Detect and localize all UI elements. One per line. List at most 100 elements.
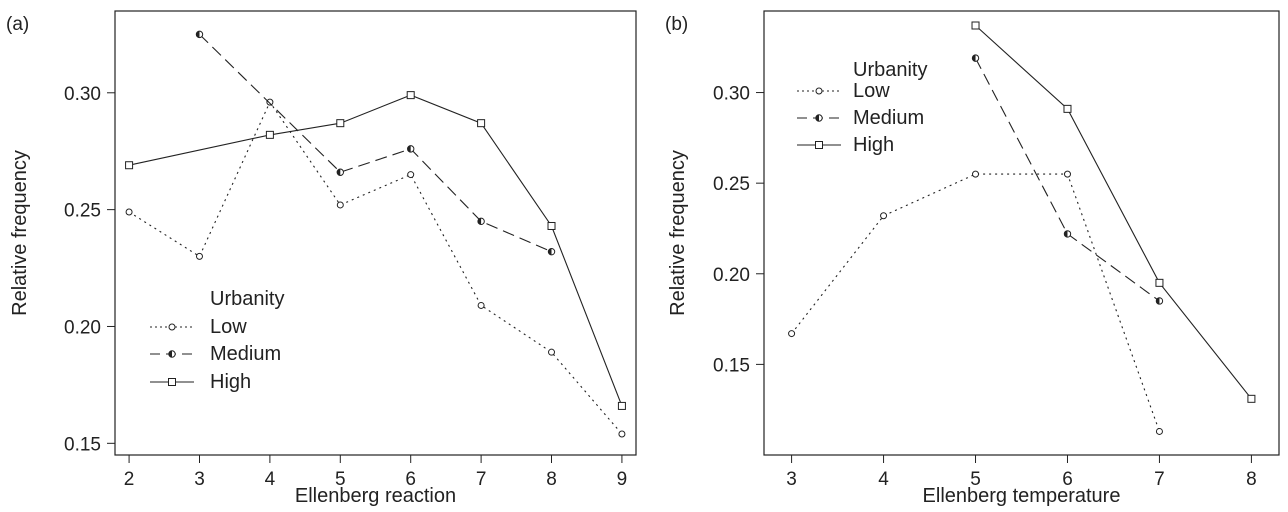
data-point-low	[336, 201, 344, 209]
data-point-medium-fill	[972, 54, 976, 62]
legend-marker-low	[815, 87, 823, 95]
y-tick-label: 0.15	[713, 355, 750, 376]
data-point-low	[407, 171, 415, 179]
legend-marker-medium-fill	[168, 350, 172, 358]
series-high	[125, 91, 626, 410]
data-point-high	[125, 161, 134, 170]
panel-label: (a)	[6, 14, 29, 35]
data-point-medium-fill	[548, 248, 552, 255]
y-axis-title: Relative frequency	[9, 150, 31, 316]
x-tick-label: 7	[476, 469, 487, 490]
series-line-high	[975, 25, 1252, 400]
series-line-low	[128, 100, 623, 435]
y-tick-label: 0.25	[64, 201, 101, 222]
panel-label: (b)	[665, 14, 688, 35]
data-point-medium	[407, 145, 415, 153]
series-line-low	[791, 173, 1160, 432]
data-point-high	[1063, 104, 1072, 113]
data-point-medium	[547, 247, 556, 256]
x-tick-label: 7	[1154, 469, 1165, 490]
x-tick-label: 5	[970, 469, 981, 490]
series-line-medium	[199, 34, 552, 253]
legend-marker-medium-fill	[815, 114, 819, 122]
x-tick-label: 5	[335, 469, 346, 490]
data-point-high	[547, 221, 556, 230]
x-tick-label: 4	[265, 469, 276, 490]
data-point-high	[336, 119, 345, 128]
data-point-medium	[477, 217, 485, 226]
legend-marker-high	[168, 378, 176, 386]
legend-marker-medium	[815, 114, 823, 122]
series-medium	[195, 30, 556, 256]
data-point-medium-fill	[1064, 230, 1068, 238]
x-tick-label: 2	[124, 469, 135, 490]
data-point-medium-fill	[337, 169, 341, 176]
legend-label-medium: Medium	[853, 107, 924, 129]
data-point-low	[618, 430, 626, 438]
panel-a: (a) 2 3 4 5 6 7 8 9 0.15 0.20 0.25 0.30 Ellenberg rea…	[6, 10, 637, 507]
legend: Urbanity Low Medium High	[150, 288, 284, 393]
x-axis-title: Ellenberg temperature	[923, 485, 1121, 507]
legend-marker-low	[168, 323, 176, 331]
y-axis-title: Relative frequency	[667, 150, 689, 316]
panel-b: (b) 3 4 5 6 7 8 0.15 0.20 0.25 0.30 Ellenberg tempe…	[665, 10, 1280, 507]
data-point-high	[617, 401, 626, 410]
legend-label-high: High	[853, 134, 894, 156]
x-tick-label: 8	[1246, 469, 1257, 490]
data-point-medium	[971, 54, 980, 62]
series-line-high	[128, 94, 623, 407]
x-tick-label: 9	[617, 469, 628, 490]
data-point-high	[265, 130, 274, 139]
data-point-medium-fill	[407, 145, 411, 153]
series-low	[788, 170, 1163, 435]
legend-title: Urbanity	[210, 288, 284, 310]
x-tick-label: 8	[546, 469, 557, 490]
plot-frame	[763, 10, 1280, 456]
legend-title: Urbanity	[853, 59, 927, 81]
y-tick-label: 0.30	[713, 84, 750, 105]
data-point-medium-fill	[477, 218, 482, 225]
data-point-high	[971, 21, 980, 30]
plot-frame	[114, 10, 637, 456]
y-tick-label: 0.20	[64, 317, 101, 338]
data-point-low	[880, 212, 888, 220]
series-line-medium	[975, 57, 1160, 302]
data-point-high	[406, 91, 415, 100]
legend-label-low: Low	[853, 80, 890, 102]
legend-marker-medium	[168, 350, 176, 358]
y-tick-label: 0.15	[64, 434, 101, 455]
data-point-medium	[195, 30, 204, 39]
x-tick-label: 4	[878, 469, 889, 490]
data-point-low	[266, 98, 274, 106]
y-tick-label: 0.20	[713, 265, 750, 286]
data-point-low	[195, 252, 203, 260]
data-point-medium-fill	[196, 31, 200, 38]
y-tick-label: 0.30	[64, 84, 101, 105]
legend-label-medium: Medium	[210, 343, 281, 365]
x-tick-label: 3	[194, 469, 205, 490]
data-point-medium	[1063, 230, 1072, 238]
series-high	[971, 21, 1256, 403]
legend-marker-high	[815, 141, 823, 149]
legend-label-high: High	[210, 371, 251, 393]
data-point-medium	[1155, 297, 1164, 305]
data-point-low	[788, 330, 796, 338]
data-point-medium-fill	[1156, 297, 1160, 305]
legend-label-low: Low	[210, 316, 247, 338]
data-point-low	[1155, 427, 1163, 435]
data-point-high	[477, 119, 486, 128]
x-axis-title: Ellenberg reaction	[295, 485, 456, 507]
data-point-low	[972, 170, 980, 178]
data-point-medium	[336, 168, 344, 176]
x-tick-label: 3	[786, 469, 797, 490]
data-point-high	[1155, 278, 1164, 287]
data-point-low	[477, 301, 485, 309]
data-point-high	[1247, 394, 1256, 403]
y-tick-label: 0.25	[713, 174, 750, 195]
x-tick-label: 6	[1062, 469, 1073, 490]
data-point-low	[1063, 170, 1071, 178]
series-low	[125, 98, 626, 438]
data-point-low	[548, 348, 556, 356]
data-point-low	[125, 208, 133, 216]
